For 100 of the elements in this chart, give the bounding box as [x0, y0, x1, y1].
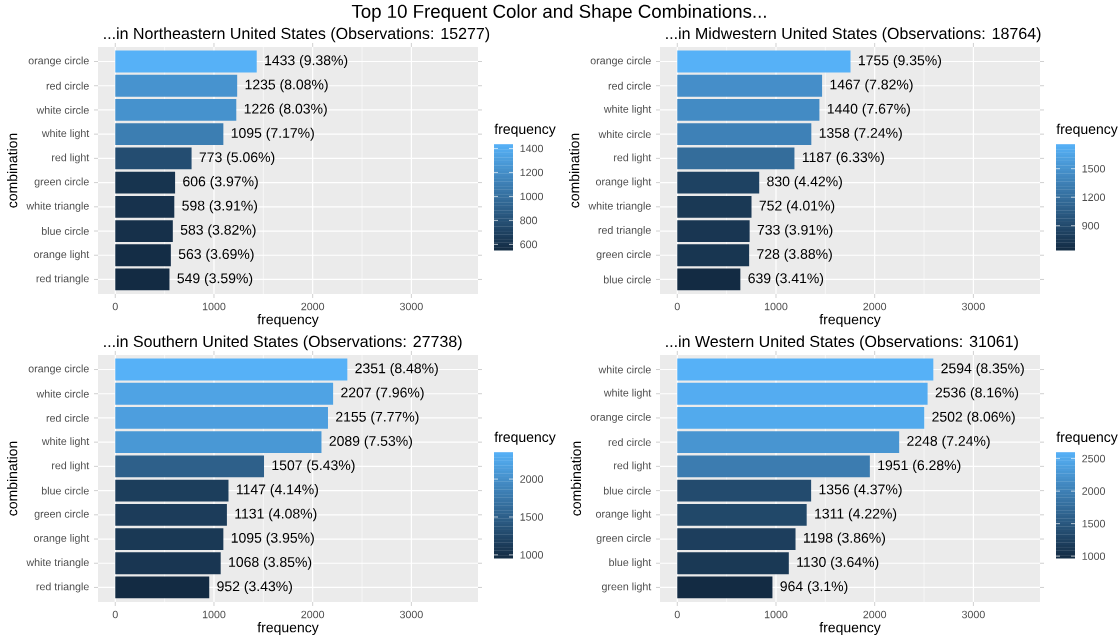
x-tick-label: 2000	[301, 610, 325, 619]
y-tick-label: blue circle	[41, 227, 89, 236]
bar	[677, 431, 900, 454]
x-tick-label: 1000	[202, 610, 226, 619]
color-bar-label: 600	[520, 240, 538, 249]
chart-title: ...in Western United States (Observations: 31061)	[666, 335, 1018, 351]
y-tick-label: orange light	[595, 510, 652, 521]
y-tick-label: white triangle	[26, 558, 89, 569]
x-tick-label: 2000	[863, 610, 887, 619]
y-tick-label: white light	[603, 105, 652, 116]
y-tick-label: white triangle	[588, 202, 651, 213]
y-tick-label: white circle	[36, 390, 89, 398]
data-label: 1198 (3.86%)	[803, 532, 886, 546]
bar	[115, 576, 210, 599]
bar	[115, 147, 192, 170]
bar	[677, 358, 934, 381]
y-tick-label: orange circle	[590, 413, 651, 424]
y-tick-label: blue circle	[41, 486, 89, 495]
data-label: 598 (3.91%)	[182, 200, 258, 214]
bar	[677, 196, 752, 218]
data-label: 1131 (4.08%)	[235, 508, 317, 522]
y-axis-title: combination	[570, 441, 582, 516]
bar	[677, 479, 812, 502]
data-label: 1068 (3.85%)	[229, 556, 312, 570]
bar	[115, 268, 170, 291]
color-bar-label: 1000	[520, 192, 544, 201]
data-label: 752 (4.01%)	[759, 200, 835, 214]
y-axis-title: combination	[7, 133, 18, 208]
chart-title: ...in Midwestern United States (Observations: 18764)	[666, 27, 1041, 43]
data-label: 1235 (8.08%)	[245, 79, 328, 93]
y-tick-label: red triangle	[598, 226, 651, 237]
bar	[115, 50, 257, 73]
data-label: 830 (4.42%)	[767, 176, 842, 190]
color-bar-title: frequency	[494, 123, 556, 137]
bar	[115, 75, 238, 97]
data-label: 1951 (6.28%)	[878, 460, 961, 474]
data-label: 1755 (9.35%)	[858, 55, 942, 69]
data-label: 2207 (7.96%)	[341, 387, 424, 401]
x-tick-label: 1000	[764, 302, 788, 311]
color-bar-label: 1500	[1082, 520, 1106, 528]
y-axis-title: combination	[7, 441, 18, 516]
x-tick-label: 1000	[202, 302, 226, 311]
bar	[677, 383, 928, 405]
bar	[115, 358, 348, 381]
bar	[115, 407, 328, 430]
x-tick-label: 0	[674, 302, 680, 311]
data-label: 1356 (4.37%)	[819, 484, 902, 498]
data-label: 2089 (7.53%)	[329, 435, 412, 449]
bar	[115, 171, 176, 194]
data-label: 2351 (8.48%)	[355, 363, 438, 377]
color-bar-label: 1000	[520, 551, 544, 559]
text: Top 10 Frequent Color and Shape Combinations...	[351, 4, 766, 22]
y-tick-label: orange circle	[28, 364, 89, 375]
x-axis-title: frequency	[257, 314, 319, 328]
data-label: 952 (3.43%)	[217, 581, 292, 595]
chart-title: ...in Northeastern United States (Observations: 15277)	[104, 27, 490, 43]
color-bar-title: frequency	[1056, 431, 1118, 446]
bar	[115, 455, 265, 478]
bar	[115, 504, 227, 526]
y-tick-label: white triangle	[26, 202, 89, 213]
x-tick-label: 1000	[764, 610, 788, 619]
bar	[115, 479, 229, 502]
x-tick-label: 3000	[961, 610, 985, 619]
data-label: 606 (3.97%)	[183, 176, 258, 190]
y-tick-label: orange circle	[590, 56, 651, 67]
bar	[677, 268, 741, 291]
y-tick-label: orange light	[33, 534, 90, 545]
x-axis-title: frequency	[257, 622, 319, 636]
y-tick-label: blue circle	[603, 486, 651, 495]
y-tick-label: white circle	[36, 106, 89, 115]
y-tick-label: green circle	[596, 250, 651, 261]
color-bar-label: 2000	[520, 475, 544, 484]
data-label: 2594 (8.35%)	[941, 363, 1024, 377]
color-bar-label: 1500	[520, 513, 544, 521]
chart-title: ...in Southern United States (Observations: 27738)	[104, 335, 462, 351]
y-tick-label: blue circle	[603, 275, 651, 284]
bar	[677, 576, 773, 599]
data-label: 2248 (7.24%)	[907, 435, 990, 449]
x-tick-label: 0	[674, 610, 680, 619]
y-tick-label: red light	[614, 461, 652, 472]
data-label: 1440 (7.67%)	[827, 103, 910, 117]
y-tick-label: red triangle	[36, 582, 89, 593]
bar	[677, 528, 796, 551]
color-bar-label: 1400	[520, 144, 544, 153]
color-bar-label: 1000	[1082, 552, 1106, 561]
data-label: 549 (3.59%)	[177, 273, 253, 287]
bar	[115, 244, 171, 267]
data-label: 583 (3.82%)	[180, 224, 256, 238]
data-label: 1095 (7.17%)	[231, 127, 314, 141]
y-tick-label: white light	[41, 129, 90, 140]
y-tick-label: red circle	[608, 438, 651, 447]
y-tick-label: red triangle	[36, 274, 89, 285]
data-label: 964 (3.1%)	[780, 581, 848, 595]
bar	[115, 196, 175, 218]
bar	[677, 552, 789, 575]
y-tick-label: orange light	[595, 177, 652, 188]
bar	[677, 244, 750, 267]
data-label: 1358 (7.24%)	[819, 127, 902, 141]
bar	[115, 99, 237, 122]
bar	[677, 504, 807, 526]
